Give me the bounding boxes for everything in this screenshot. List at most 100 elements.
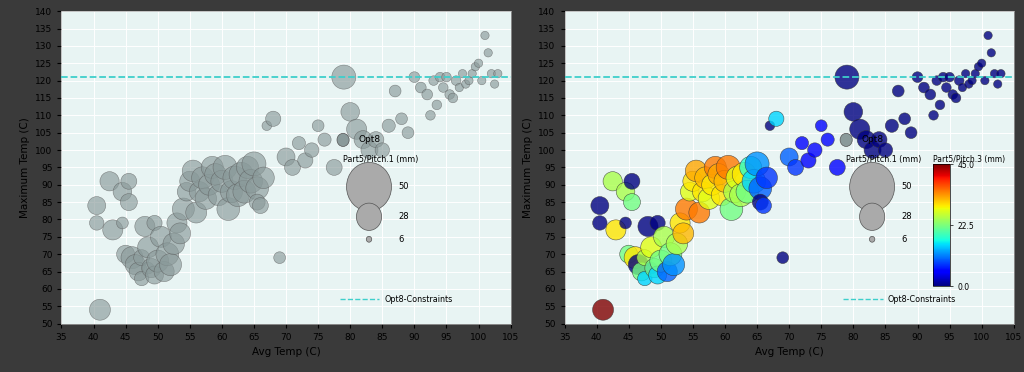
Point [890, 88, 906, 94]
Y-axis label: Maximum Temp (C): Maximum Temp (C) [522, 117, 532, 218]
Point [156, 269, 172, 275]
Point [220, 206, 237, 212]
Point [964, 78, 980, 84]
Point [685, 178, 701, 184]
Point [646, 265, 663, 271]
Point [915, 84, 932, 90]
Point [249, 199, 265, 205]
Point [178, 189, 195, 195]
Point [473, 78, 489, 84]
Point [634, 269, 650, 275]
Point [291, 140, 307, 146]
Point [977, 78, 993, 84]
Point [458, 81, 474, 87]
Point [617, 189, 634, 195]
Point [438, 74, 455, 80]
Point [184, 168, 201, 174]
Point [621, 251, 637, 257]
Point [175, 206, 191, 212]
Point [361, 147, 378, 153]
Point [714, 192, 730, 198]
Point [429, 102, 445, 108]
Point [711, 171, 727, 177]
Point [207, 171, 223, 177]
Point [121, 199, 137, 205]
Point [781, 154, 798, 160]
Point [419, 92, 435, 97]
Point [198, 196, 214, 202]
Point [181, 178, 198, 184]
Point [92, 307, 109, 313]
Point [669, 241, 685, 247]
Point [483, 71, 500, 77]
Point [124, 255, 140, 261]
Point [819, 137, 836, 142]
Point [188, 209, 205, 215]
Point [444, 95, 461, 101]
Point [422, 112, 438, 118]
Point [413, 84, 429, 90]
Point [974, 60, 990, 66]
Point [393, 116, 410, 122]
Point [649, 272, 666, 278]
Point [967, 71, 983, 77]
Point [88, 203, 104, 209]
Point [240, 164, 256, 170]
Point [101, 178, 118, 184]
Point [153, 234, 169, 240]
Point [399, 130, 416, 136]
Point [807, 147, 823, 153]
Point [652, 258, 669, 264]
Point [166, 241, 182, 247]
Point [278, 154, 294, 160]
Point [909, 74, 926, 80]
Point [480, 50, 497, 56]
Point [265, 116, 282, 122]
Point [923, 92, 939, 97]
Point [929, 78, 945, 84]
Point [477, 32, 494, 38]
Point [441, 92, 458, 97]
Point [229, 192, 246, 198]
Point [374, 147, 390, 153]
Point [115, 189, 131, 195]
Point [717, 178, 733, 184]
Point [223, 189, 240, 195]
Point [130, 269, 146, 275]
Point [649, 220, 666, 226]
Point [768, 116, 784, 122]
Point [666, 262, 682, 267]
Point [951, 78, 968, 84]
Point [938, 84, 954, 90]
Point [774, 255, 791, 261]
Point [159, 251, 175, 257]
Point [232, 171, 249, 177]
Point [762, 123, 778, 129]
Point [146, 220, 163, 226]
Point [455, 71, 471, 77]
Point [195, 175, 211, 181]
Point [348, 126, 365, 132]
Point [903, 130, 920, 136]
Point [467, 64, 483, 70]
Point [864, 147, 881, 153]
Point [486, 81, 503, 87]
Point [271, 255, 288, 261]
Point [407, 74, 423, 80]
Point [595, 307, 611, 313]
Point [121, 178, 137, 184]
Point [607, 227, 624, 233]
Point [678, 206, 694, 212]
X-axis label: Avg Temp (C): Avg Temp (C) [252, 347, 321, 357]
Point [118, 251, 134, 257]
Point [944, 92, 961, 97]
Point [163, 262, 179, 267]
Point [839, 74, 855, 80]
Point [637, 276, 653, 282]
Point [243, 178, 259, 184]
Point [675, 230, 691, 236]
Point [310, 123, 327, 129]
Point [127, 262, 143, 267]
Point [941, 74, 957, 80]
Point [150, 258, 166, 264]
